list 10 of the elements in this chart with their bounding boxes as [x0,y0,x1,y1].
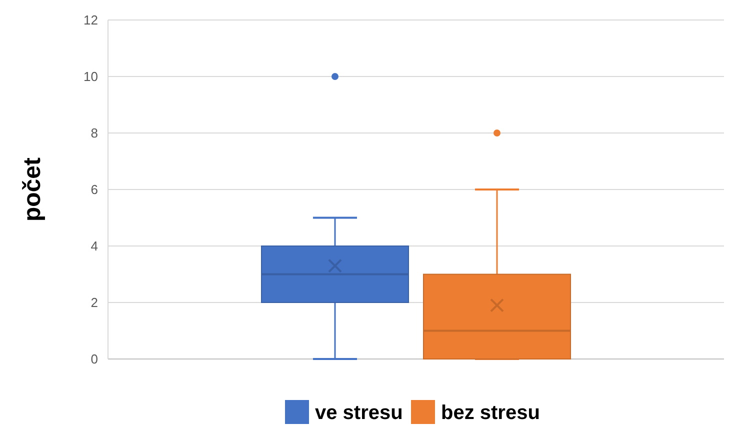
y-tick-label: 2 [90,295,98,310]
legend-label: bez stresu [441,402,540,424]
y-tick-label: 4 [90,238,98,254]
y-tick-label: 6 [90,182,98,198]
y-tick-label: 8 [90,126,98,141]
y-tick-label: 10 [84,69,98,84]
y-tick-label: 12 [84,12,98,28]
legend-label: ve stresu [315,402,403,424]
y-axis-title: počet [19,157,46,222]
y-tick-label: 0 [90,352,98,367]
